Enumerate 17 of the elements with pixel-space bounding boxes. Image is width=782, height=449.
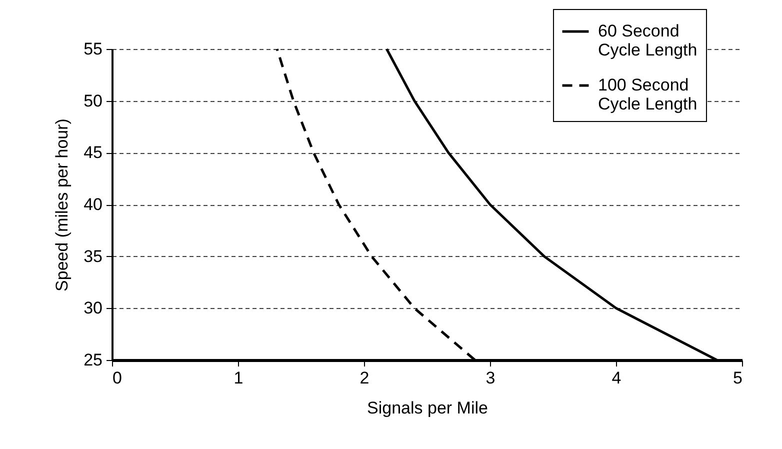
- x-tick-label: 4: [612, 368, 622, 388]
- y-tick-label: 30: [84, 298, 102, 318]
- y-tick-label: 50: [84, 91, 102, 110]
- y-axis-title: Speed (miles per hour): [52, 118, 72, 292]
- y-tick-label: 55: [84, 40, 102, 58]
- y-tick-label: 40: [84, 195, 102, 214]
- x-tick-label: 3: [486, 368, 496, 388]
- y-tick-label: 45: [84, 143, 102, 162]
- legend-label: 60 Second Cycle Length: [598, 22, 698, 60]
- x-tick-label: 1: [234, 368, 244, 388]
- x-tick-label: 0: [112, 368, 122, 388]
- legend-label: 100 Second Cycle Length: [598, 76, 698, 114]
- x-tick-label: 5: [733, 368, 742, 388]
- y-tick-label: 35: [84, 246, 102, 266]
- x-axis-title: Signals per Mile: [367, 398, 488, 418]
- x-tick-label: 2: [360, 368, 370, 388]
- y-tick-label: 25: [84, 350, 102, 370]
